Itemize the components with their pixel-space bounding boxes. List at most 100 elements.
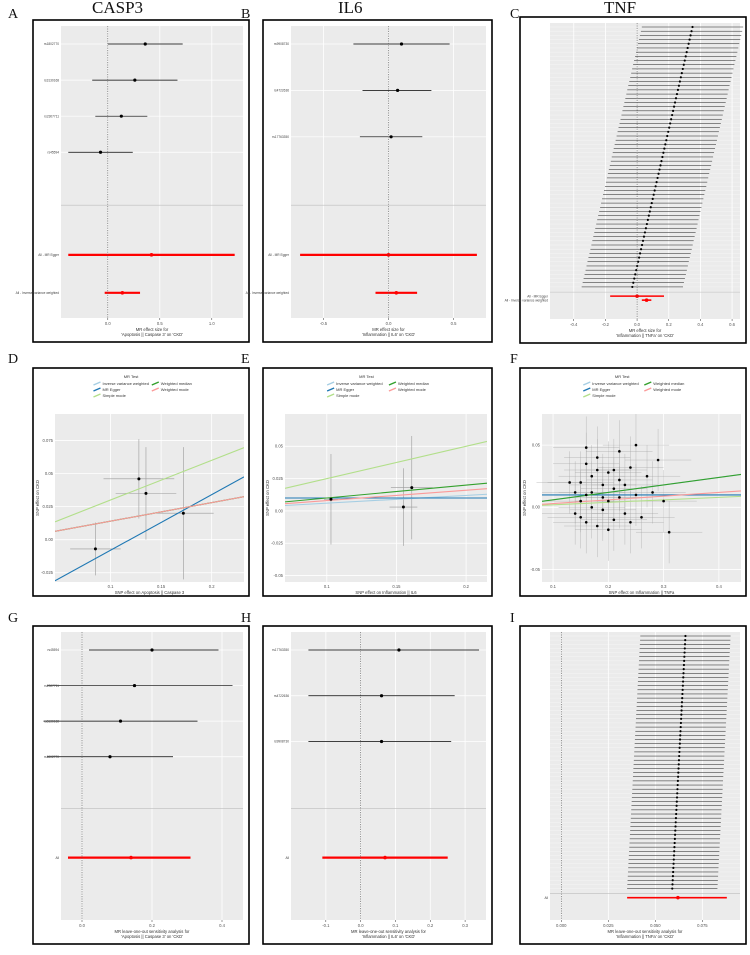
legend-label: Weighted median bbox=[398, 381, 429, 386]
snp-point bbox=[653, 189, 656, 192]
summary-label: All bbox=[285, 856, 289, 860]
snp-point bbox=[568, 481, 571, 484]
snp-point bbox=[623, 512, 627, 515]
snp-point bbox=[379, 694, 384, 698]
x-tick-label: 0.2 bbox=[149, 923, 155, 928]
snp-point bbox=[641, 239, 645, 242]
legend-title: MR Test bbox=[615, 374, 630, 379]
snp-point bbox=[133, 78, 137, 82]
x-axis-label-cont: 'Inflammation || IL6' on 'CKD' bbox=[362, 934, 416, 939]
snp-point bbox=[601, 496, 605, 499]
snp-point bbox=[685, 51, 688, 54]
snp-point bbox=[132, 683, 137, 688]
summary-point bbox=[120, 291, 125, 295]
summary-point bbox=[644, 298, 649, 302]
legend-label: MR Egger bbox=[336, 387, 355, 392]
snp-point bbox=[623, 483, 627, 487]
snp-point bbox=[644, 227, 648, 230]
x-tick-label: -0.2 bbox=[602, 322, 610, 327]
panel-b: rs9908730 rs4722636 rs17763350 All - MR Egg… bbox=[246, 19, 493, 343]
snp-label: rs17763350 bbox=[272, 648, 289, 652]
snp-point bbox=[595, 456, 599, 459]
snp-point bbox=[579, 481, 582, 484]
snp-point bbox=[638, 256, 641, 259]
snp-point bbox=[607, 528, 610, 532]
panel-label-c: C bbox=[510, 7, 519, 22]
snp-point bbox=[671, 875, 675, 878]
summary-label: All bbox=[55, 856, 59, 860]
legend-label: Simple mode bbox=[102, 393, 126, 398]
snp-point bbox=[675, 800, 678, 803]
snp-label: rs2307711 bbox=[44, 684, 59, 688]
snp-point bbox=[652, 193, 655, 196]
summary-point bbox=[676, 895, 680, 900]
panel-label-a: A bbox=[8, 7, 19, 22]
summary-point bbox=[129, 855, 133, 860]
snp-point bbox=[681, 688, 684, 691]
snp-point bbox=[680, 709, 683, 712]
snp-point bbox=[672, 866, 675, 869]
snp-point bbox=[672, 858, 675, 861]
panel-i: All 0.000 0.025 0.050 0.075 MR leave-one-out … bbox=[519, 625, 747, 945]
snp-point bbox=[657, 172, 660, 175]
panels: rs1802770 rs3130168 rs2307711 rs45594 All - … bbox=[16, 16, 747, 945]
x-tick-label: 0.3 bbox=[661, 584, 667, 589]
snp-point bbox=[665, 139, 668, 142]
snp-label: rs1802770 bbox=[44, 755, 59, 759]
snp-point bbox=[579, 499, 582, 503]
y-tick-label: 0.00 bbox=[532, 505, 541, 510]
legend-key bbox=[644, 387, 652, 392]
snp-point bbox=[651, 197, 654, 200]
snp-point bbox=[584, 520, 588, 524]
snp-point bbox=[677, 84, 681, 87]
legend-label: Weighted mode bbox=[398, 387, 427, 392]
x-tick-label: 0.3 bbox=[462, 923, 468, 928]
snp-point bbox=[680, 713, 683, 716]
snp-point bbox=[649, 206, 652, 209]
snp-point bbox=[681, 67, 684, 71]
snp-point bbox=[679, 76, 682, 79]
snp-point bbox=[677, 771, 680, 774]
snp-point bbox=[681, 697, 684, 700]
snp-point bbox=[671, 883, 674, 886]
legend-key bbox=[93, 387, 101, 392]
snp-point bbox=[639, 248, 643, 251]
regression-line bbox=[542, 495, 741, 506]
legend-key bbox=[326, 387, 335, 392]
legend-title: MR Test bbox=[124, 374, 139, 379]
snp-point bbox=[637, 260, 640, 263]
x-axis-label: SNP effect on Apoptosis || Caspase 3 bbox=[115, 590, 185, 595]
legend-key bbox=[151, 387, 160, 392]
x-tick-label: 0.075 bbox=[697, 923, 708, 928]
legend-key bbox=[326, 381, 335, 386]
y-axis-label: SNP effect on CKD bbox=[35, 480, 40, 516]
summary-point bbox=[383, 855, 387, 860]
snp-point bbox=[634, 443, 638, 447]
snp-point bbox=[686, 46, 689, 50]
column-header-tnf: TNF bbox=[604, 0, 636, 17]
snp-point bbox=[635, 269, 638, 272]
snp-label: rs1802770 bbox=[44, 42, 59, 46]
regression-line bbox=[55, 496, 244, 532]
snp-point bbox=[379, 739, 384, 744]
panel-labels: A B C D E F G H I CASP3 IL6 TNF bbox=[8, 0, 636, 626]
snp-point bbox=[673, 837, 676, 840]
snp-point bbox=[618, 496, 621, 499]
snp-point bbox=[683, 647, 686, 650]
y-tick-label: 0.05 bbox=[45, 471, 54, 476]
snp-point bbox=[672, 105, 676, 108]
panel-label-h: H bbox=[241, 611, 251, 626]
legend-label: Weighted median bbox=[653, 381, 684, 386]
snp-point bbox=[684, 55, 687, 58]
snp-point bbox=[691, 25, 694, 29]
x-axis-label: MR leave-one-out sensitivity analysis fo… bbox=[115, 929, 191, 934]
snp-point bbox=[678, 754, 681, 758]
summary-label: All - Inverse variance weighted bbox=[16, 291, 60, 295]
x-axis-label: SNP effect on Inflammation || TNFa bbox=[609, 590, 675, 595]
snp-point bbox=[675, 796, 679, 799]
snp-point bbox=[640, 515, 643, 519]
snp-point bbox=[671, 109, 675, 112]
y-axis-label: SNP effect on CKD bbox=[522, 480, 527, 516]
